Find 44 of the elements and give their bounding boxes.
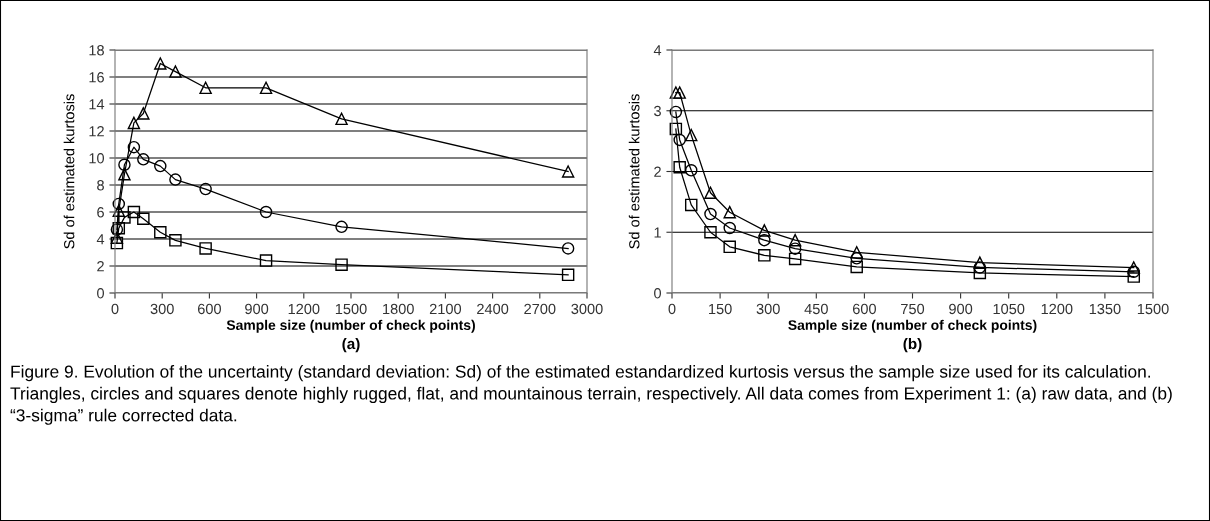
y-tick-label: 14 — [89, 99, 105, 110]
x-tick-label: 0 — [668, 303, 676, 315]
y-tick-label: 2 — [97, 261, 104, 272]
x-tick-label: 1500 — [335, 303, 367, 315]
y-axis-title: Sd of estimated kurtosis — [63, 94, 75, 249]
y-tick-label: 2 — [654, 166, 661, 177]
x-tick-label: 2400 — [477, 303, 509, 315]
x-tick-label: 1050 — [993, 303, 1025, 315]
y-tick-label: 1 — [654, 227, 661, 238]
x-tick-label: 1500 — [1137, 303, 1169, 315]
x-tick-label: 900 — [245, 303, 269, 315]
text: (a) — [342, 337, 360, 353]
y-tick-label: 18 — [89, 45, 104, 56]
x-tick-label: 1200 — [288, 303, 320, 315]
x-tick-label: 2700 — [524, 303, 556, 315]
x-tick-label: 0 — [111, 303, 119, 315]
x-tick-label: 750 — [901, 303, 925, 315]
caption: Figure 9. Evolution of the uncertainty (standard deviation: Sd) of the estimated estandardized kurtosis versus the sample size used for its calculation. Triangles, circles and squares denote highly rugged, flat, and mountainous terrain, respectively. All data comes from Experiment 1: (a) raw data, and (b) “3-sigma” rule corrected data. — [10, 365, 1172, 425]
y-tick-label: 8 — [97, 180, 104, 191]
x-tick-label: 1800 — [383, 303, 414, 315]
y-tick-label: 3 — [654, 105, 661, 117]
y-tick-label: 6 — [97, 207, 104, 218]
x-axis-title: Sample size (number of check points) — [226, 319, 475, 333]
x-tick-label: 600 — [197, 303, 221, 315]
y-tick-label: 10 — [89, 153, 105, 164]
x-tick-label: 450 — [804, 303, 828, 315]
x-tick-label: 300 — [150, 303, 174, 315]
x-tick-label: 3000 — [571, 303, 603, 315]
y-tick-label: 0 — [97, 288, 105, 299]
y-axis-title: Sd of estimated kurtosis — [628, 94, 640, 249]
x-tick-label: 2100 — [429, 303, 462, 315]
x-tick-label: 900 — [949, 303, 973, 315]
y-tick-label: 12 — [89, 126, 104, 137]
x-tick-label: 600 — [852, 303, 876, 315]
x-tick-label: 1200 — [1041, 303, 1073, 315]
y-tick-label: 4 — [653, 45, 662, 56]
y-tick-label: 16 — [89, 72, 104, 83]
x-tick-label: 300 — [756, 303, 780, 315]
x-axis-title: Sample size (number of check points) — [788, 319, 1037, 333]
x-tick-label: 150 — [709, 303, 732, 315]
text: (b) — [903, 337, 922, 353]
x-tick-label: 1350 — [1089, 303, 1121, 315]
y-tick-label: 4 — [96, 234, 105, 245]
y-tick-label: 0 — [654, 288, 662, 299]
